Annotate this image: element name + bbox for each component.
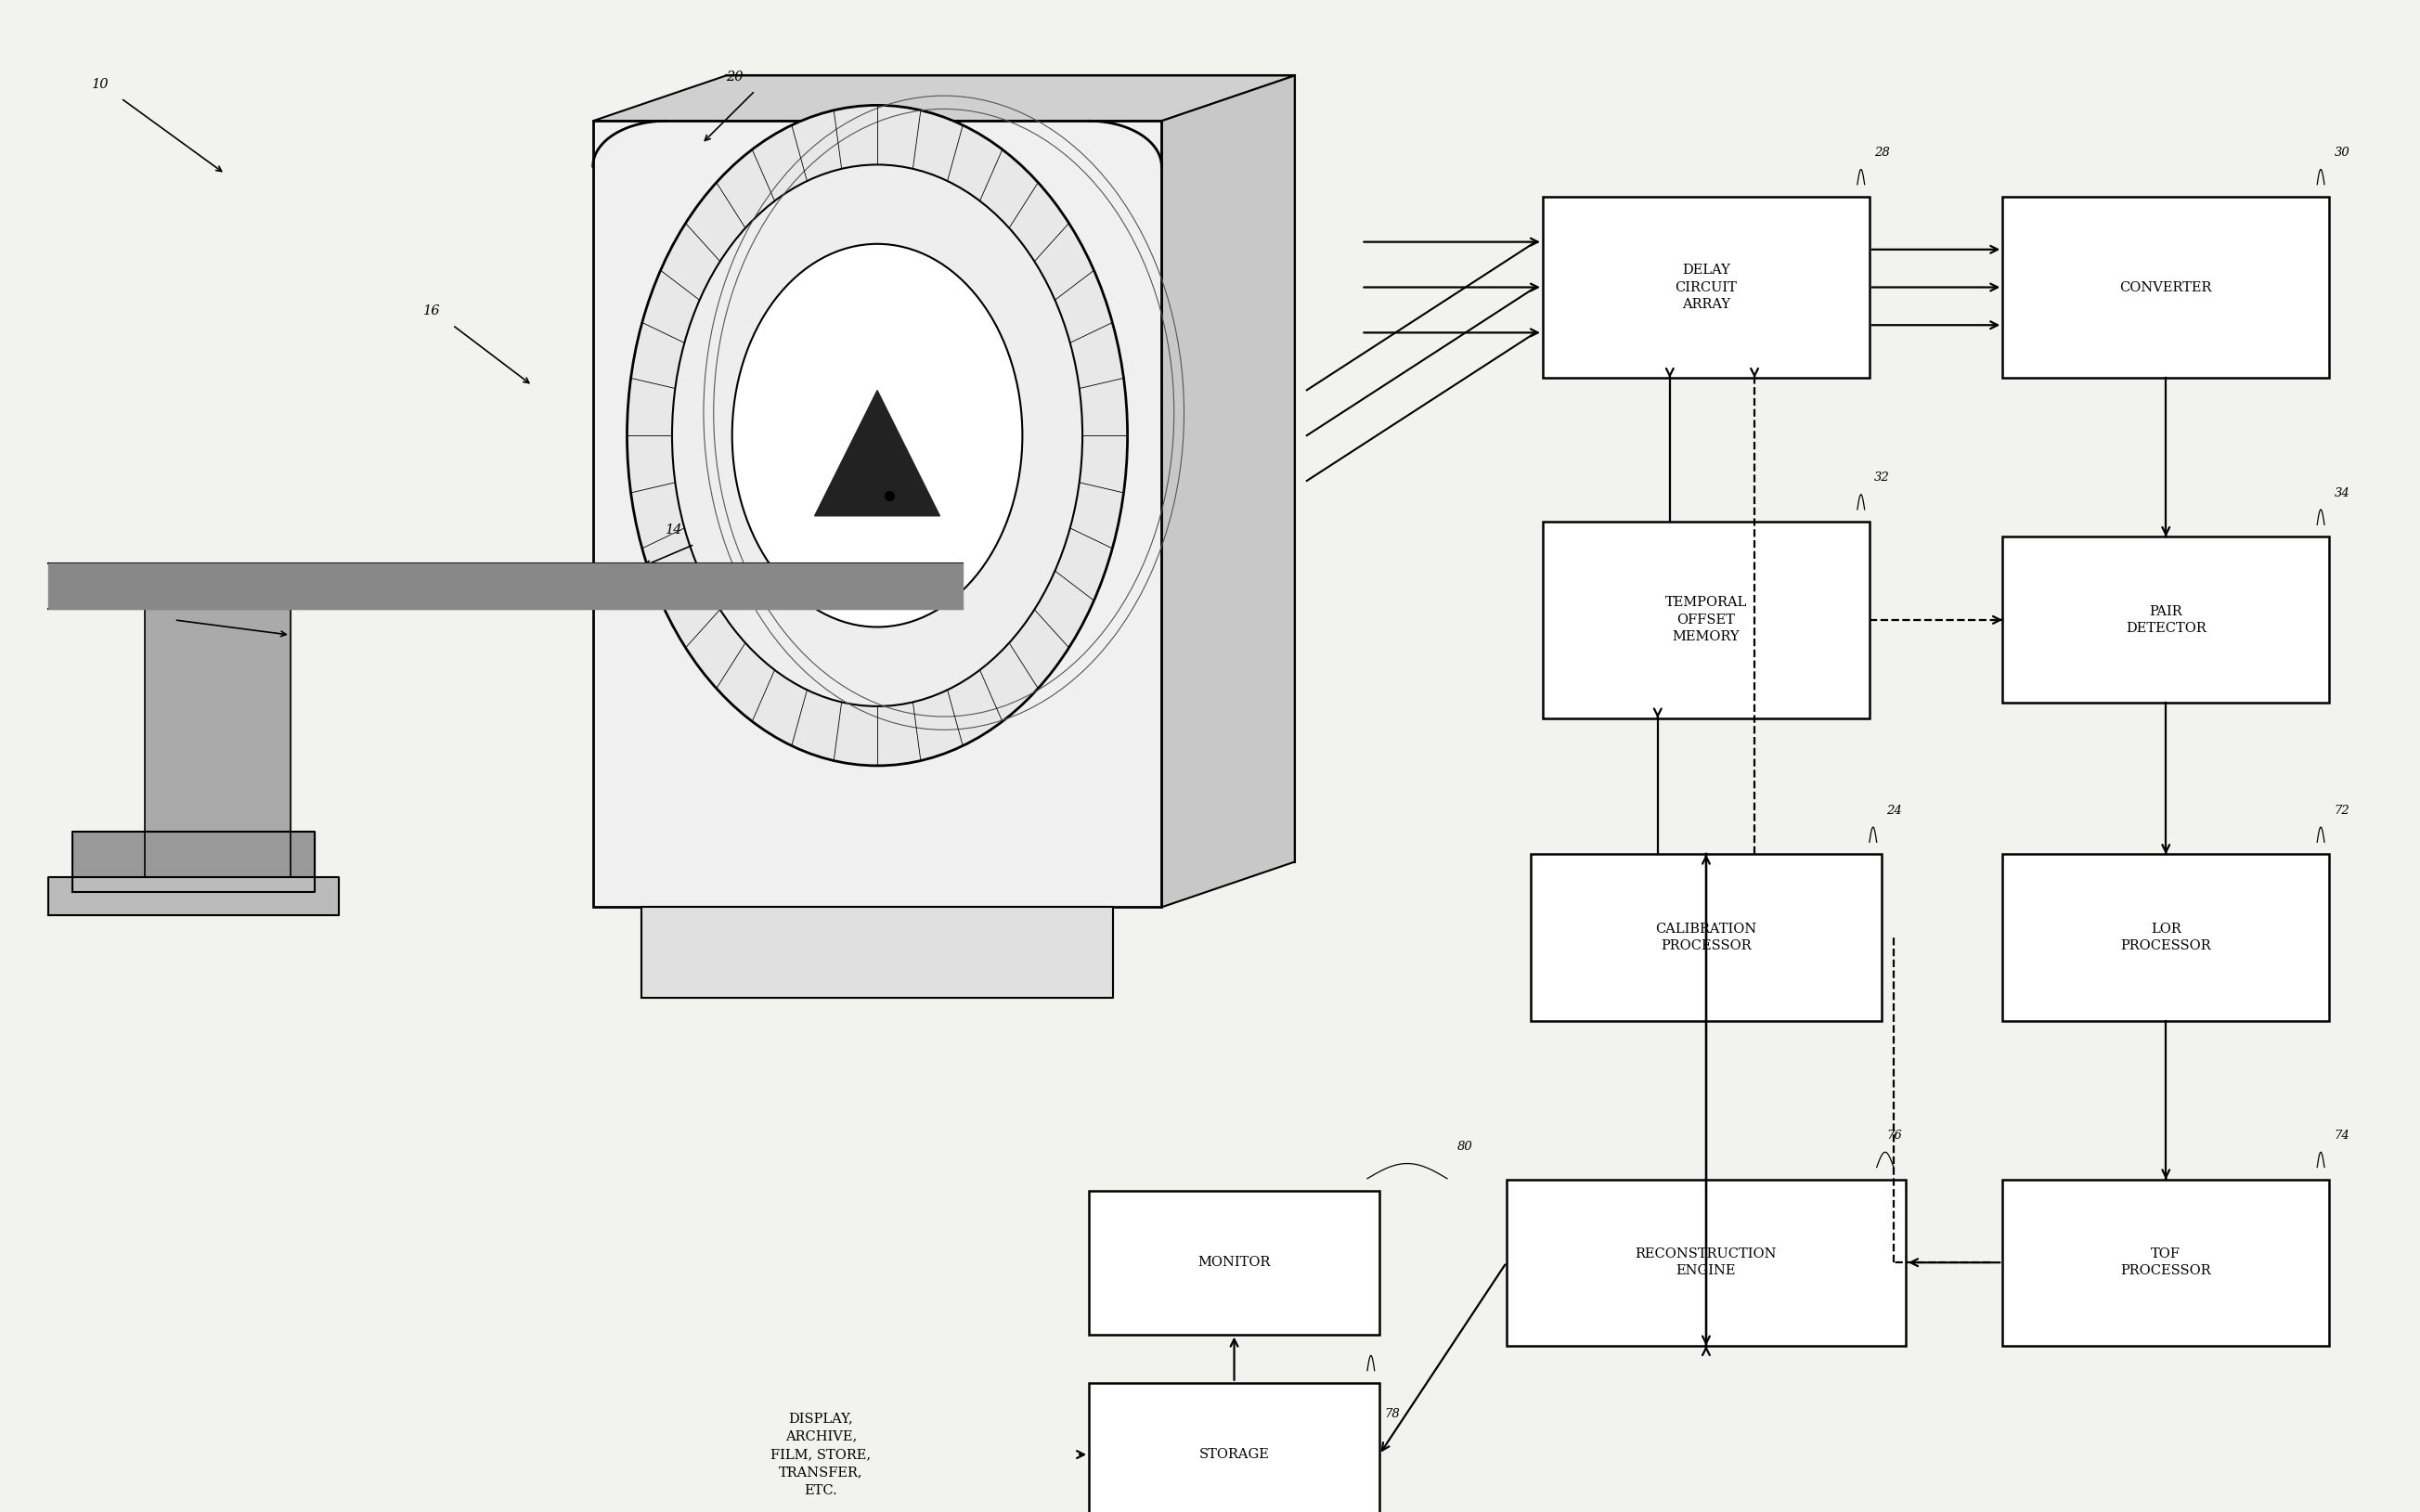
Ellipse shape	[627, 106, 1128, 765]
Polygon shape	[726, 76, 1295, 862]
Bar	[2004, 197, 2328, 378]
Polygon shape	[48, 562, 963, 608]
Bar	[1505, 1179, 1905, 1346]
Ellipse shape	[673, 165, 1082, 706]
Polygon shape	[641, 907, 1113, 998]
Text: CONVERTER: CONVERTER	[2120, 281, 2212, 293]
Text: DELAY
CIRCUIT
ARRAY: DELAY CIRCUIT ARRAY	[1675, 263, 1738, 311]
Text: STORAGE: STORAGE	[1198, 1448, 1270, 1461]
Text: 28: 28	[1873, 147, 1890, 159]
Text: TEMPORAL
OFFSET
MEMORY: TEMPORAL OFFSET MEMORY	[1665, 596, 1747, 644]
Polygon shape	[48, 877, 339, 915]
Text: 34: 34	[2333, 487, 2350, 499]
Bar	[593, 121, 1162, 907]
Bar	[1544, 197, 1868, 378]
Text: DISPLAY,
ARCHIVE,
FILM, STORE,
TRANSFER,
ETC.: DISPLAY, ARCHIVE, FILM, STORE, TRANSFER,…	[772, 1412, 871, 1497]
Polygon shape	[816, 390, 939, 516]
Polygon shape	[73, 832, 315, 892]
Polygon shape	[1162, 76, 1295, 907]
Text: RECONSTRUCTION
ENGINE: RECONSTRUCTION ENGINE	[1636, 1247, 1776, 1278]
Text: 16: 16	[423, 304, 440, 318]
Bar	[1529, 854, 1883, 1021]
Text: CALIBRATION
PROCESSOR: CALIBRATION PROCESSOR	[1655, 922, 1757, 953]
Bar	[2004, 537, 2328, 703]
Text: 10: 10	[92, 77, 109, 91]
Bar	[2004, 1179, 2328, 1346]
Text: MONITOR: MONITOR	[1198, 1256, 1270, 1269]
Polygon shape	[145, 608, 290, 877]
Text: 14: 14	[666, 523, 682, 537]
Text: TOF
PROCESSOR: TOF PROCESSOR	[2120, 1247, 2212, 1278]
Text: 20: 20	[726, 70, 743, 83]
Text: 72: 72	[2333, 804, 2350, 816]
Bar	[1089, 1382, 1379, 1512]
Ellipse shape	[733, 243, 1021, 627]
Text: 76: 76	[1885, 1129, 1902, 1142]
Text: 30: 30	[2333, 147, 2350, 159]
Polygon shape	[593, 76, 1295, 121]
Bar	[1544, 522, 1868, 718]
Text: 32: 32	[1873, 472, 1890, 484]
Text: 24: 24	[1885, 804, 1902, 816]
Text: 80: 80	[1457, 1142, 1471, 1152]
Text: PAIR
DETECTOR: PAIR DETECTOR	[2125, 605, 2207, 635]
Text: 70: 70	[145, 599, 162, 612]
Text: LOR
PROCESSOR: LOR PROCESSOR	[2120, 922, 2212, 953]
Text: 74: 74	[2333, 1129, 2350, 1142]
Text: 78: 78	[1384, 1409, 1399, 1421]
Bar	[1089, 1191, 1379, 1335]
Bar	[2004, 854, 2328, 1021]
